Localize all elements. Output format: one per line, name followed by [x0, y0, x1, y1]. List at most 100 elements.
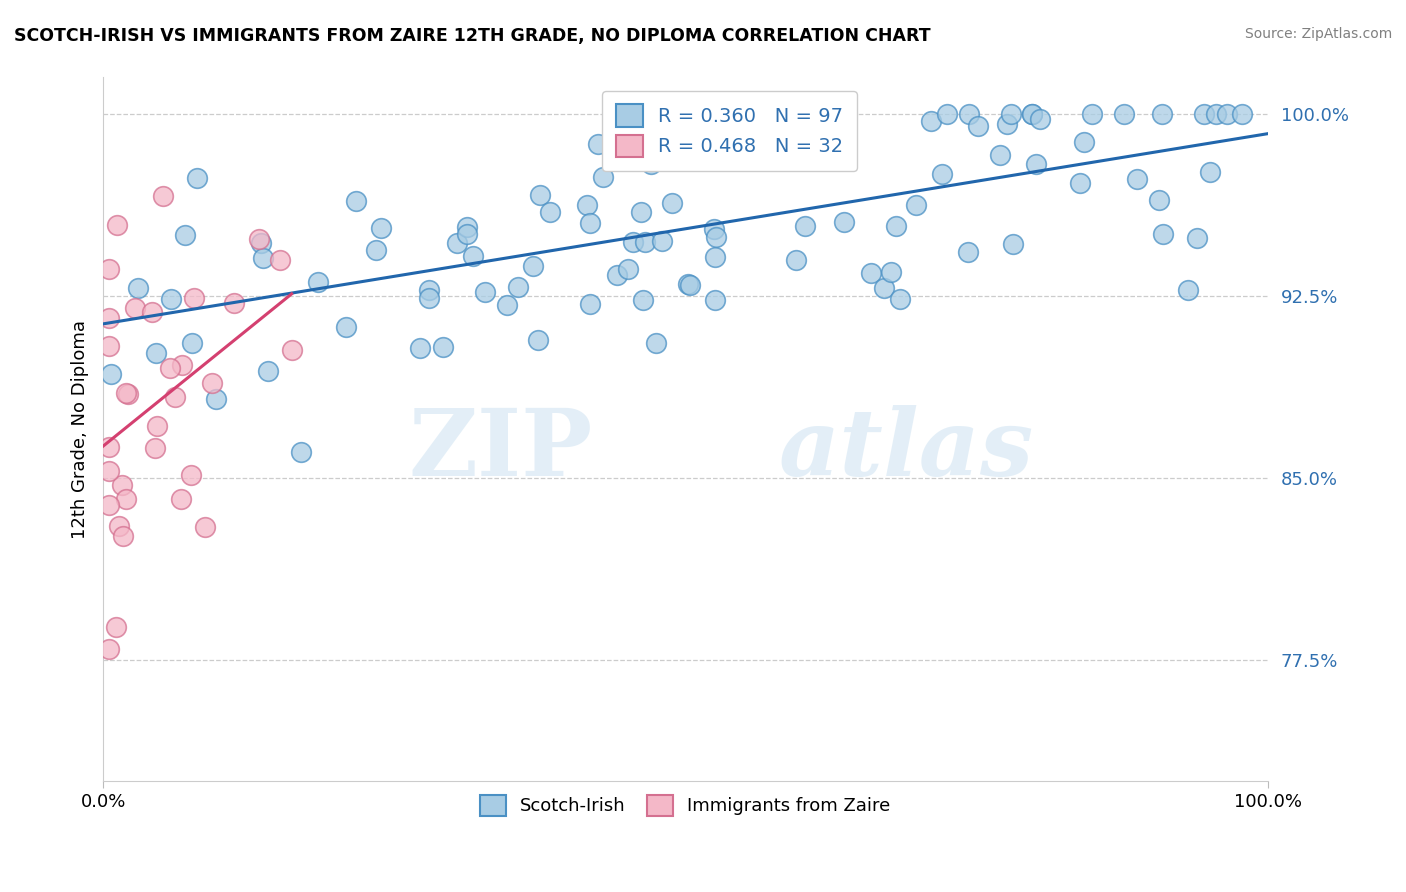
Point [174, 227, 197, 242]
Point [645, 336, 668, 351]
Point [97, 261, 120, 276]
Point [159, 292, 181, 306]
Point [256, 363, 278, 377]
Point [114, 492, 136, 507]
Point [418, 283, 440, 297]
Point [630, 205, 652, 219]
Point [995, 117, 1018, 131]
Y-axis label: 12th Grade, No Diploma: 12th Grade, No Diploma [72, 319, 89, 539]
Point [112, 529, 135, 543]
Point [364, 244, 387, 258]
Point [280, 343, 302, 357]
Point [1185, 230, 1208, 244]
Point [183, 291, 205, 305]
Point [957, 107, 980, 121]
Point [456, 227, 478, 241]
Point [880, 265, 903, 279]
Point [269, 252, 291, 267]
Point [936, 107, 959, 121]
Point [446, 235, 468, 250]
Text: SCOTCH-IRISH VS IMMIGRANTS FROM ZAIRE 12TH GRADE, NO DIPLOMA CORRELATION CHART: SCOTCH-IRISH VS IMMIGRANTS FROM ZAIRE 12… [14, 27, 931, 45]
Point [186, 170, 208, 185]
Point [873, 280, 896, 294]
Point [621, 235, 644, 250]
Text: atlas: atlas [779, 405, 1033, 495]
Point [706, 230, 728, 244]
Point [105, 218, 128, 232]
Point [522, 259, 544, 273]
Point [105, 620, 128, 634]
Point [97, 339, 120, 353]
Point [247, 232, 270, 246]
Point [884, 219, 907, 233]
Point [988, 148, 1011, 162]
Point [97, 464, 120, 478]
Point [194, 519, 217, 533]
Point [578, 297, 600, 311]
Point [170, 491, 193, 506]
Point [703, 250, 725, 264]
Point [145, 345, 167, 359]
Point [159, 360, 181, 375]
Point [370, 220, 392, 235]
Point [578, 216, 600, 230]
Point [181, 336, 204, 351]
Point [704, 293, 727, 308]
Point [1216, 107, 1239, 121]
Point [640, 157, 662, 171]
Point [1081, 107, 1104, 121]
Point [1126, 172, 1149, 186]
Point [143, 441, 166, 455]
Point [409, 341, 432, 355]
Point [97, 642, 120, 657]
Point [920, 114, 942, 128]
Point [1000, 107, 1022, 121]
Point [1021, 107, 1043, 121]
Point [111, 478, 134, 492]
Point [307, 275, 329, 289]
Point [170, 359, 193, 373]
Point [761, 119, 783, 133]
Point [631, 293, 654, 308]
Point [721, 107, 744, 121]
Point [1001, 236, 1024, 251]
Point [1112, 107, 1135, 121]
Point [1177, 283, 1199, 297]
Point [456, 220, 478, 235]
Point [146, 419, 169, 434]
Point [967, 119, 990, 133]
Point [651, 234, 673, 248]
Point [956, 245, 979, 260]
Point [538, 205, 561, 219]
Point [606, 268, 628, 282]
Point [252, 251, 274, 265]
Point [1205, 107, 1227, 121]
Point [785, 253, 807, 268]
Point [290, 445, 312, 459]
Point [529, 188, 551, 202]
Point [1021, 107, 1043, 121]
Point [461, 249, 484, 263]
Point [592, 169, 614, 184]
Point [1192, 107, 1215, 121]
Point [832, 215, 855, 229]
Point [100, 367, 122, 381]
Point [141, 305, 163, 319]
Point [661, 195, 683, 210]
Point [733, 107, 755, 121]
Point [1073, 136, 1095, 150]
Point [205, 392, 228, 406]
Point [793, 219, 815, 233]
Point [617, 262, 640, 277]
Point [418, 291, 440, 305]
Point [97, 440, 120, 454]
Point [678, 278, 700, 293]
Point [97, 310, 120, 325]
Point [588, 136, 610, 151]
Point [1069, 176, 1091, 190]
Point [127, 281, 149, 295]
Point [576, 198, 599, 212]
Point [676, 277, 699, 291]
Point [165, 390, 187, 404]
Point [527, 333, 550, 347]
